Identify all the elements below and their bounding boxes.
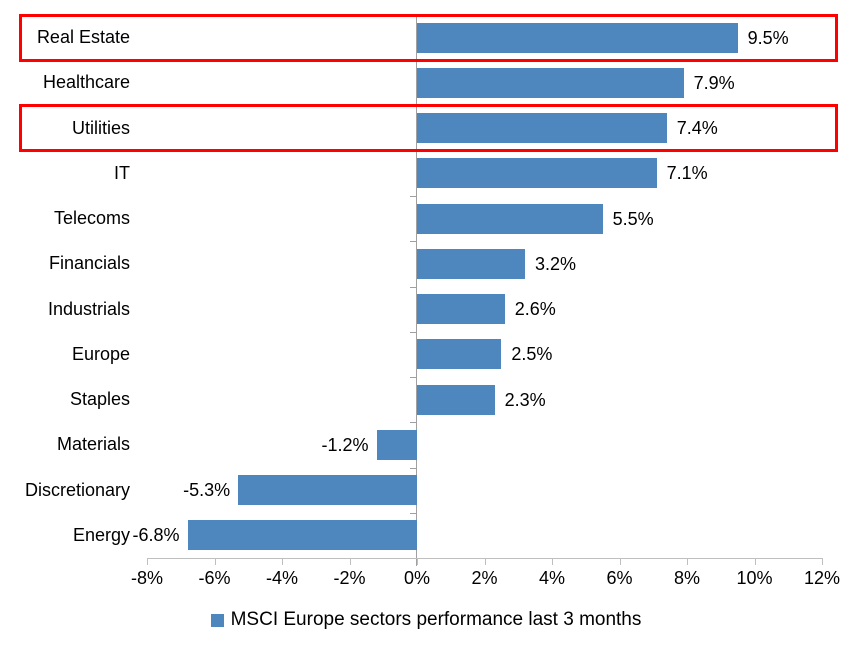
category-axis-tick bbox=[410, 241, 416, 242]
x-axis-tick bbox=[552, 558, 553, 565]
category-label: Energy bbox=[72, 524, 130, 545]
bar bbox=[417, 249, 525, 279]
value-label: 5.5% bbox=[612, 209, 654, 229]
legend-marker-icon bbox=[210, 613, 224, 627]
category-axis-tick bbox=[410, 196, 416, 197]
bar bbox=[417, 23, 738, 53]
category-label: Real Estate bbox=[36, 27, 130, 47]
category-axis-tick bbox=[410, 422, 416, 423]
category-label: Industrials bbox=[47, 298, 130, 319]
bar bbox=[417, 158, 657, 188]
category-axis-tick bbox=[410, 468, 416, 469]
category-axis-tick bbox=[410, 287, 416, 288]
category-label: Healthcare bbox=[42, 72, 130, 93]
red-highlight-box bbox=[19, 14, 838, 62]
category-label: Utilities bbox=[71, 117, 130, 138]
value-label: -6.8% bbox=[132, 525, 180, 545]
x-tick-label: 6% bbox=[606, 568, 633, 588]
legend-label: MSCI Europe sectors performance last 3 m… bbox=[230, 609, 642, 630]
bar bbox=[417, 204, 603, 234]
bar bbox=[417, 385, 495, 415]
category-label: Europe bbox=[71, 343, 130, 364]
category-axis-tick bbox=[410, 377, 416, 378]
bar bbox=[417, 339, 502, 369]
x-tick-label: 8% bbox=[673, 568, 700, 588]
x-axis-tick bbox=[822, 558, 823, 565]
value-label: 7.9% bbox=[693, 73, 735, 93]
category-label: IT bbox=[114, 162, 130, 183]
value-label: 2.6% bbox=[514, 299, 556, 319]
x-tick-label: -4% bbox=[265, 568, 298, 588]
chart-legend: MSCI Europe sectors performance last 3 m… bbox=[0, 609, 852, 631]
bar bbox=[417, 68, 684, 98]
x-tick-label: 10% bbox=[736, 568, 773, 588]
x-axis-tick bbox=[417, 558, 418, 565]
bar bbox=[417, 113, 667, 143]
category-label: Discretionary bbox=[24, 479, 130, 500]
value-label: -1.2% bbox=[321, 435, 369, 455]
value-label: 7.1% bbox=[666, 163, 708, 183]
x-tick-label: -2% bbox=[333, 568, 366, 588]
bar bbox=[376, 430, 417, 460]
x-axis-tick bbox=[619, 558, 621, 565]
bar bbox=[238, 475, 417, 505]
zero-axis-line bbox=[416, 15, 417, 566]
category-axis-tick bbox=[410, 513, 416, 514]
value-label: 7.4% bbox=[676, 118, 718, 138]
x-tick-label: 0% bbox=[403, 568, 430, 588]
x-axis-tick bbox=[282, 558, 283, 565]
x-tick-label: 4% bbox=[538, 568, 565, 588]
x-axis-tick bbox=[214, 558, 216, 565]
value-label: -5.3% bbox=[183, 480, 231, 500]
x-tick-label: 2% bbox=[471, 568, 498, 588]
x-axis-tick bbox=[349, 558, 351, 565]
x-axis-tick bbox=[687, 558, 688, 565]
value-label: 9.5% bbox=[747, 28, 789, 48]
x-axis-tick bbox=[754, 558, 756, 565]
category-label: Financials bbox=[48, 253, 130, 274]
value-label: 3.2% bbox=[535, 254, 577, 274]
x-axis-tick bbox=[484, 558, 486, 565]
category-label: Materials bbox=[56, 434, 130, 455]
category-label: Telecoms bbox=[53, 208, 130, 228]
value-label: 2.5% bbox=[511, 344, 553, 364]
bar bbox=[417, 294, 505, 324]
value-label: 2.3% bbox=[504, 390, 546, 410]
x-tick-label: 12% bbox=[803, 568, 841, 588]
red-highlight-box bbox=[19, 104, 838, 152]
x-axis-tick bbox=[147, 558, 148, 565]
category-label: Staples bbox=[69, 389, 130, 409]
bar bbox=[187, 520, 417, 550]
x-tick-label: -6% bbox=[198, 568, 231, 588]
x-tick-label: -8% bbox=[130, 568, 163, 588]
category-axis-tick bbox=[410, 332, 416, 333]
